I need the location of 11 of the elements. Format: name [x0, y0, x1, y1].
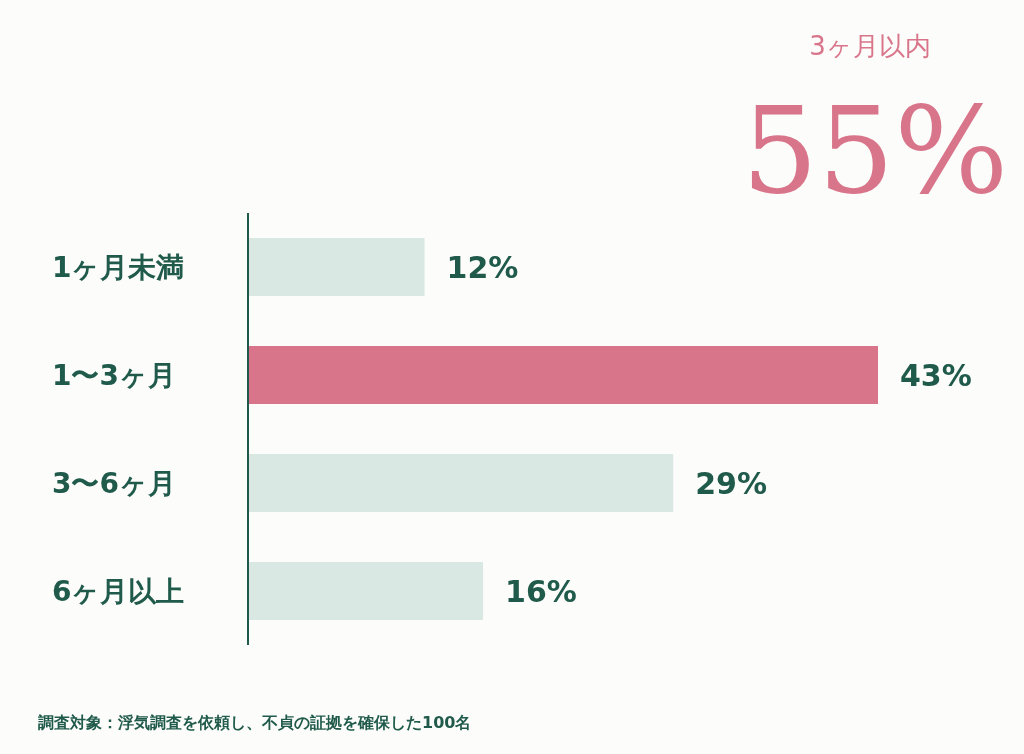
category-label: 3〜6ヶ月 [52, 467, 176, 500]
data-label: 16% [505, 574, 577, 609]
data-label: 12% [446, 250, 519, 285]
text: 調査対象：浮気調査を依頼し、不貞の証拠を確保した100名 [38, 713, 472, 732]
data-label: 29% [695, 466, 767, 501]
category-label: 1〜3ヶ月 [52, 359, 176, 392]
annotation: 55% [741, 81, 1009, 220]
text: 3ヶ月以内 [809, 31, 931, 61]
category-label: 1ヶ月未満 [52, 251, 185, 284]
category-label: 6ヶ月以上 [52, 575, 185, 608]
data-label: 43% [900, 358, 972, 393]
